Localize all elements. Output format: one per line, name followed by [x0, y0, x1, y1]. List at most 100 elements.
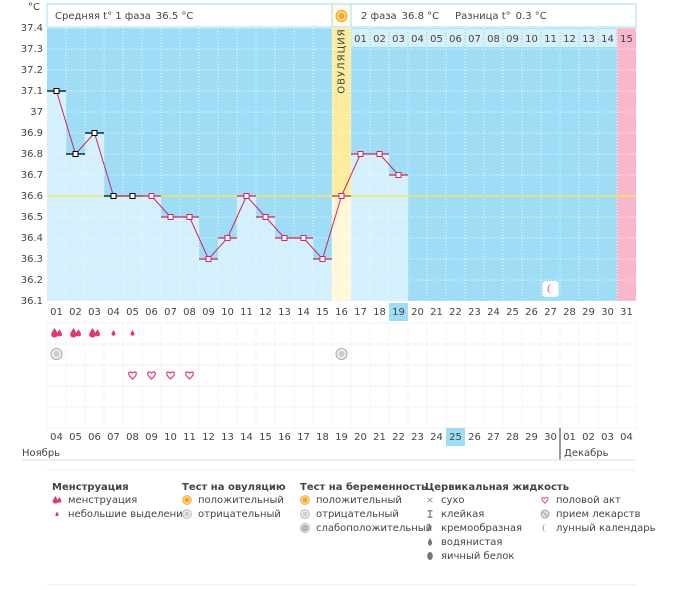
cycle-day: 08: [183, 307, 196, 318]
plot-icon: [547, 284, 553, 294]
y-tick-label: 37.3: [21, 44, 43, 55]
cycle-day: 20: [411, 307, 424, 318]
day-symbol: [130, 330, 135, 336]
y-tick-label: 37.4: [21, 23, 43, 34]
drop: [52, 496, 59, 504]
circle: [302, 525, 308, 531]
difference-value: 0.3 °C: [516, 11, 547, 22]
month-label: Ноябрь: [22, 448, 60, 459]
legend-title: Тест на овуляцию: [182, 482, 286, 493]
phase1-label: Средняя t° 1 фаза: [55, 11, 151, 22]
ovulation-label: ОВУЛЯЦИЯ: [337, 28, 348, 94]
phase2-day-cell: [522, 29, 541, 47]
legend-label: водянистая: [441, 537, 502, 548]
phase2-day: 01: [354, 34, 367, 45]
day-symbol: [111, 330, 116, 336]
date: 29: [525, 432, 538, 443]
date: 25: [449, 432, 462, 443]
y-tick-label: 36.2: [21, 275, 43, 286]
legend-icon: [428, 524, 432, 532]
temp-bar: [199, 259, 218, 301]
temp-bar: [332, 196, 351, 301]
phase2-day-cell: [465, 29, 484, 47]
legend-icon: [55, 511, 59, 517]
cycle-day: 03: [88, 307, 101, 318]
temp-marker: [110, 193, 117, 199]
drop: [55, 511, 59, 517]
temp-bar: [370, 154, 389, 301]
phase2-day-cell: [617, 29, 636, 47]
sun-icon: [335, 10, 348, 22]
cycle-day: 15: [316, 307, 329, 318]
heart: [185, 371, 194, 380]
phase2-day-cell: [446, 29, 465, 47]
legend-label: лунный календарь: [556, 523, 656, 534]
circle: [302, 511, 308, 517]
temp-marker: [148, 193, 155, 199]
temp-marker: [319, 256, 326, 262]
legend-label: яичный белок: [441, 551, 514, 562]
circle: [53, 351, 60, 357]
y-tick-label: 36.5: [21, 212, 43, 223]
phase2-label: 2 фаза: [361, 11, 397, 22]
day-symbol: [335, 348, 348, 360]
temp-marker: [224, 235, 231, 241]
temp-marker: [262, 214, 269, 220]
cycle-day: 28: [563, 307, 576, 318]
phase2-day-cell: [351, 29, 370, 47]
temp-bar: [351, 154, 370, 301]
drop: [95, 329, 100, 337]
legend-icon: [541, 497, 549, 504]
y-tick-label: 36.4: [21, 233, 43, 244]
legend-label: отрицательный: [198, 509, 281, 520]
drop: [130, 330, 135, 336]
cycle-day: 16: [335, 307, 348, 318]
temp-marker: [281, 235, 288, 241]
temp-marker: [357, 151, 364, 157]
phase2-day-cell: [579, 29, 598, 47]
day-symbol: [147, 371, 156, 380]
phase2-day: 07: [468, 34, 481, 45]
drop: [89, 328, 96, 338]
cycle-day: 17: [354, 307, 367, 318]
temp-bar: [275, 238, 294, 301]
legend-label: менструация: [68, 495, 137, 506]
legend-label: положительный: [316, 495, 402, 506]
date: 18: [316, 432, 329, 443]
temp-bar: [218, 238, 237, 301]
phase2-day: 03: [392, 34, 405, 45]
month-label: Декабрь: [564, 448, 609, 459]
temp-marker: [91, 130, 98, 136]
date: 04: [620, 432, 633, 443]
drop: [51, 328, 58, 338]
phase2-day: 02: [373, 34, 386, 45]
cycle-day: 11: [240, 307, 253, 318]
temp-bar: [123, 196, 142, 301]
phase2-day-cell: [541, 29, 560, 47]
cycle-day: 24: [487, 307, 500, 318]
y-tick-label: 36.6: [21, 191, 43, 202]
cycle-day: 22: [449, 307, 462, 318]
phase2-day: 05: [430, 34, 443, 45]
plot-icon-box: [542, 281, 559, 297]
legend-icon: [182, 495, 192, 505]
cycle-day: 01: [50, 307, 63, 318]
date: 04: [50, 432, 63, 443]
day-symbol: [70, 328, 81, 338]
drop: [57, 329, 62, 337]
date: 09: [145, 432, 158, 443]
cycle-day: 25: [506, 307, 519, 318]
phase2-day: 11: [544, 34, 557, 45]
heart: [128, 371, 137, 380]
day-symbol: [185, 371, 194, 380]
today-date-cell: [446, 428, 465, 446]
cycle-day: 13: [278, 307, 291, 318]
watery: [427, 538, 433, 546]
y-tick-label: 37.1: [21, 86, 43, 97]
legend-icon: [182, 509, 192, 519]
phase2-day: 14: [601, 34, 614, 45]
circle: [184, 511, 190, 517]
drop: [57, 497, 62, 503]
temp-marker: [243, 193, 250, 199]
